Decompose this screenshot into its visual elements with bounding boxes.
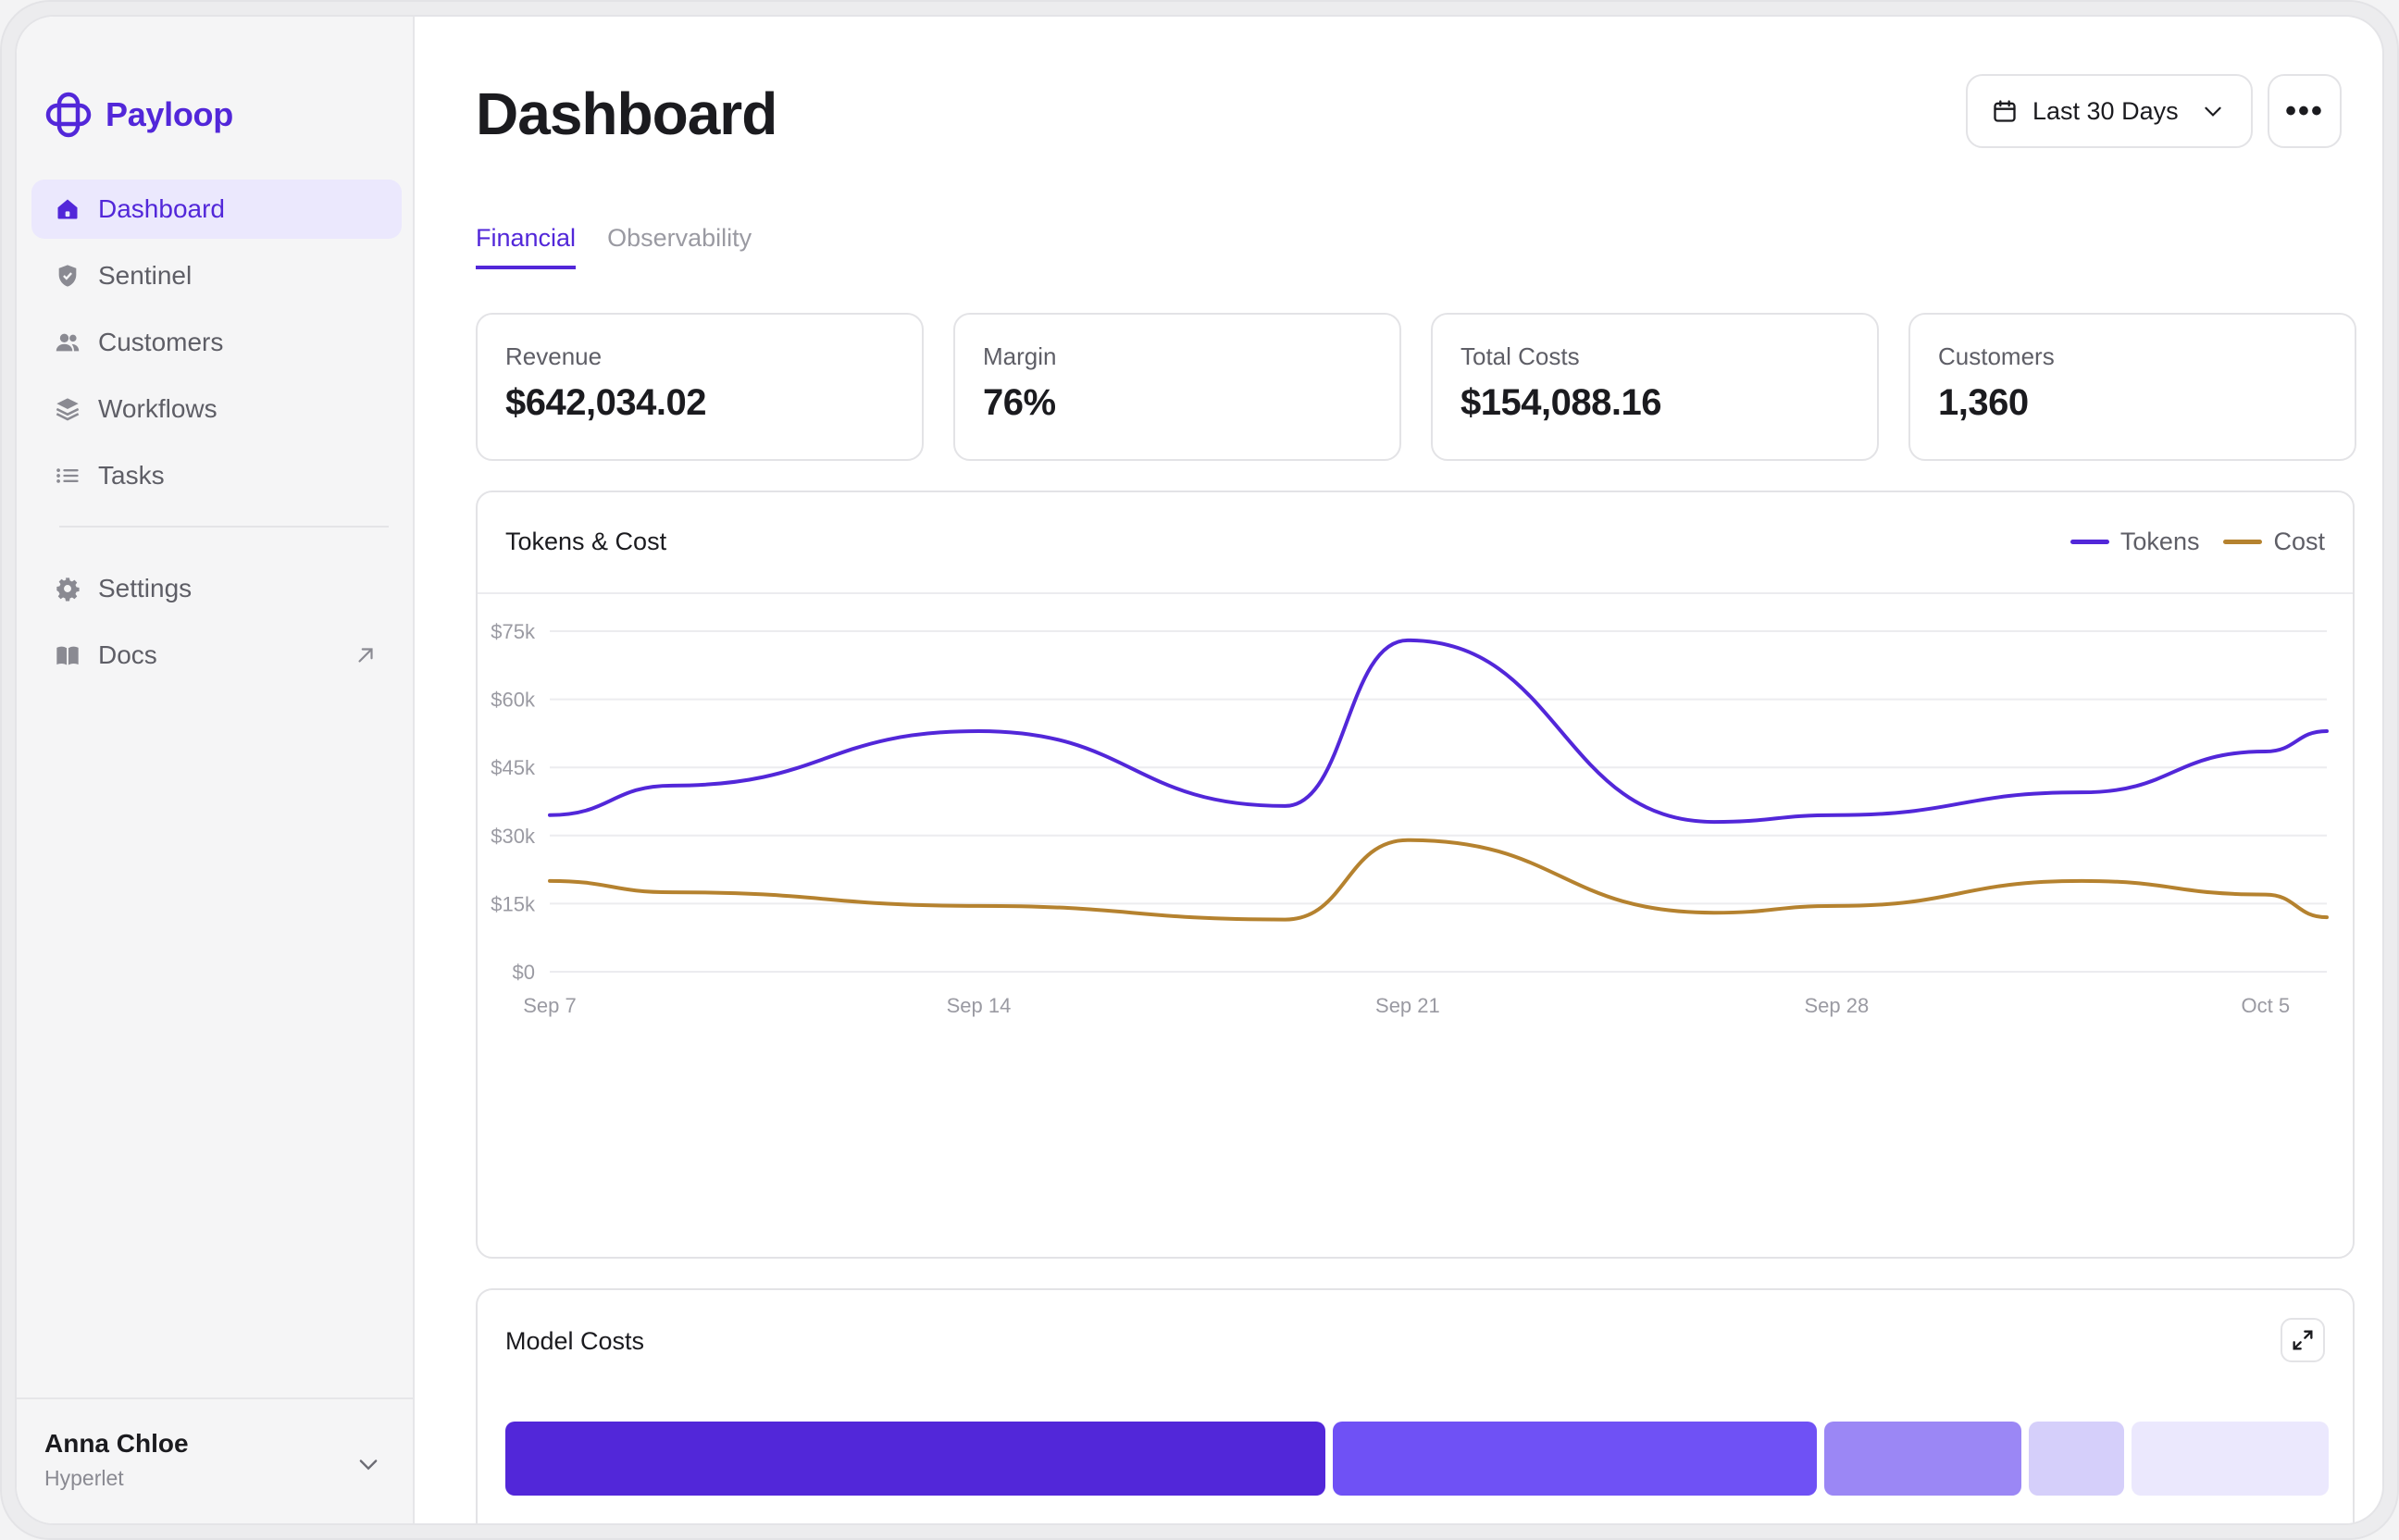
sidebar-nav: Dashboard Sentinel Customers Workflows — [31, 180, 402, 692]
legend-label: Cost — [2273, 528, 2325, 555]
stat-label: Customers — [1938, 342, 2055, 370]
sidebar-item-customers[interactable]: Customers — [31, 313, 402, 372]
y-tick-label: $0 — [513, 961, 535, 984]
stat-card-customers: Customers 1,360 — [1908, 313, 2356, 461]
sidebar-item-label: Docs — [98, 640, 157, 669]
page-title: Dashboard — [476, 81, 777, 147]
sidebar-item-tasks[interactable]: Tasks — [31, 446, 402, 505]
stat-value: 1,360 — [1938, 382, 2029, 423]
stat-value: $642,034.02 — [505, 382, 706, 423]
legend-swatch — [2070, 540, 2109, 544]
y-tick-label: $45k — [491, 756, 536, 779]
model-cost-segment[interactable] — [2131, 1422, 2329, 1496]
sidebar: Payloop Dashboard Sentinel Customers — [17, 17, 415, 1523]
more-options-button[interactable]: ••• — [2268, 74, 2342, 148]
date-range-select[interactable]: Last 30 Days — [1966, 74, 2253, 148]
x-tick-label: Sep 21 — [1375, 994, 1440, 1017]
stat-label: Revenue — [505, 342, 603, 370]
app-window: Payloop Dashboard Sentinel Customers — [15, 15, 2384, 1525]
stat-value: 76% — [983, 382, 1056, 423]
stat-label: Margin — [983, 342, 1057, 370]
payloop-logo-icon — [45, 92, 92, 138]
calendar-icon — [1994, 100, 2016, 122]
model-cost-segment[interactable] — [505, 1422, 1325, 1496]
sidebar-item-label: Settings — [98, 574, 193, 602]
sidebar-item-label: Customers — [98, 328, 224, 356]
model-costs-card: Model Costs — [476, 1288, 2355, 1523]
sidebar-divider — [59, 526, 389, 528]
expand-icon — [2293, 1330, 2313, 1350]
brand-name: Payloop — [106, 95, 233, 133]
sidebar-item-dashboard[interactable]: Dashboard — [31, 180, 402, 239]
stat-value: $154,088.16 — [1461, 382, 1661, 423]
chevron-down-icon — [359, 1459, 378, 1471]
layers-icon — [54, 395, 81, 423]
tokens-cost-chart-card: Tokens & Cost Tokens Cost $0 $15k $30k $45k… — [476, 491, 2355, 1259]
sidebar-item-label: Tasks — [98, 461, 165, 490]
tab-observability[interactable]: Observability — [607, 224, 752, 252]
chart-legend: Tokens Cost — [2070, 528, 2325, 556]
home-icon — [54, 195, 81, 223]
sidebar-item-label: Workflows — [98, 394, 218, 423]
legend-item-tokens: Tokens — [2070, 528, 2200, 556]
model-cost-segment[interactable] — [1823, 1422, 2022, 1496]
legend-label: Tokens — [2119, 528, 2200, 555]
sidebar-item-label: Sentinel — [98, 261, 193, 290]
x-tick-label: Sep 14 — [947, 994, 1012, 1017]
chart-header: Tokens & Cost Tokens Cost — [478, 492, 2353, 594]
sidebar-item-workflows[interactable]: Workflows — [31, 379, 402, 439]
sidebar-item-docs[interactable]: Docs — [31, 626, 402, 685]
model-cost-segment[interactable] — [1332, 1422, 1817, 1496]
sidebar-item-settings[interactable]: Settings — [31, 559, 402, 618]
x-tick-label: Sep 28 — [1804, 994, 1869, 1017]
users-icon — [54, 329, 81, 356]
list-icon — [54, 462, 81, 490]
legend-swatch — [2223, 540, 2263, 544]
stats-row: Revenue $642,034.02 Margin 76% Total Cos… — [476, 313, 2356, 461]
stat-card-revenue: Revenue $642,034.02 — [476, 313, 924, 461]
y-tick-label: $30k — [491, 825, 536, 848]
stat-card-total-costs: Total Costs $154,088.16 — [1431, 313, 1879, 461]
model-costs-bar — [505, 1422, 2329, 1496]
brand[interactable]: Payloop — [44, 91, 233, 139]
series-line-cost — [548, 838, 2329, 922]
y-tick-label: $60k — [491, 689, 536, 712]
main-content: Dashboard Last 30 Days ••• Financial Obs… — [415, 17, 2382, 1523]
user-name: Anna Chloe — [44, 1429, 189, 1458]
chevron-down-icon — [2204, 106, 2221, 117]
model-cost-segment[interactable] — [2029, 1422, 2124, 1496]
legend-item-cost: Cost — [2223, 528, 2325, 556]
user-org: Hyperlet — [44, 1466, 124, 1490]
date-range-label: Last 30 Days — [2032, 96, 2179, 125]
x-tick-label: Oct 5 — [2242, 994, 2291, 1017]
external-link-icon — [358, 648, 373, 663]
tab-bar: Financial Observability — [476, 224, 752, 269]
y-tick-label: $75k — [491, 620, 536, 643]
gear-icon — [54, 575, 81, 602]
x-tick-label: Sep 7 — [523, 994, 577, 1017]
book-icon — [54, 641, 81, 669]
stat-label: Total Costs — [1461, 342, 1580, 370]
tab-financial[interactable]: Financial — [476, 224, 577, 269]
sidebar-item-sentinel[interactable]: Sentinel — [31, 246, 402, 305]
sidebar-item-label: Dashboard — [98, 194, 225, 223]
stat-card-margin: Margin 76% — [953, 313, 1401, 461]
y-tick-label: $15k — [491, 892, 536, 915]
chart-title: Tokens & Cost — [505, 528, 667, 555]
model-costs-title: Model Costs — [505, 1327, 645, 1355]
user-switcher[interactable]: Anna Chloe Hyperlet — [17, 1397, 413, 1523]
line-chart: $0 $15k $30k $45k $60k $75k Sep 7 Sep 14 Sep 21 S… — [491, 620, 2329, 1017]
series-line-tokens — [548, 638, 2329, 825]
expand-button[interactable] — [2281, 1318, 2325, 1362]
more-icon: ••• — [2285, 93, 2324, 129]
shield-icon — [54, 262, 81, 290]
